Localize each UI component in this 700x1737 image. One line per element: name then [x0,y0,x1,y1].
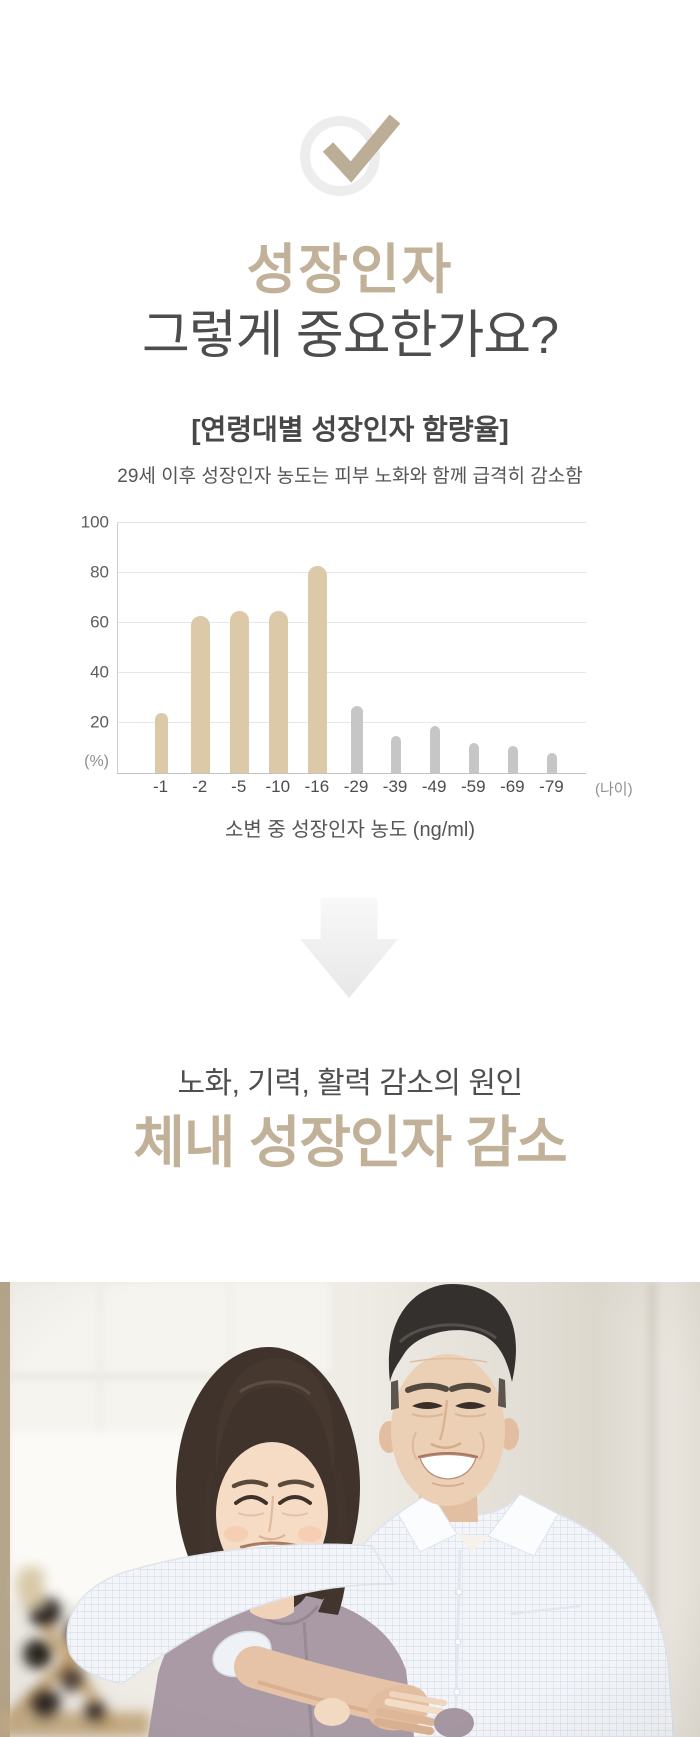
bar--1 [155,713,169,773]
x-axis-tick: -5 [231,777,247,796]
check-icon [290,103,410,199]
plot-area [117,522,586,774]
y-axis-tick: 60 [90,612,109,632]
y-axis-tick: 20 [90,712,109,732]
bar--5 [230,610,250,773]
x-axis-tick: -10 [265,777,291,796]
x-axis-tick: -16 [304,777,330,796]
x-axis-tick: -39 [382,777,408,796]
page-title: 성장인자 [246,240,454,300]
x-axis: -1 -2 -5 -10 -16 -29 -39 -49 -59 -69 -79 [117,775,585,799]
bar--49 [430,725,441,773]
y-axis-tick: 100 [80,512,109,532]
y-axis-unit: (%) [84,753,109,770]
page-subtitle: 그렇게 중요한가요? [141,307,559,365]
bar--16 [308,565,328,773]
x-axis-tick: -49 [421,777,447,796]
x-axis-tick: -79 [539,777,564,796]
bar--2 [191,615,211,773]
bar--10 [269,610,289,773]
conclusion-headline: 체내 성장인자 감소 [133,1111,567,1174]
y-axis: (%) 20 40 60 80 100 [63,514,109,772]
x-axis-unit: (나이) [595,781,633,798]
bar--59 [469,743,480,773]
chart-title: [연령대별 성장인자 함량율] [191,414,509,445]
x-axis-tick: -59 [460,777,486,796]
x-axis-tick: -2 [192,777,208,796]
photo-couple [0,1282,700,1737]
x-axis-tick: -69 [500,777,525,796]
check-mark [322,114,401,183]
bar-chart: (%) 20 40 60 80 100 -1 -2 -5 -10 -16 -29 -39 -49 -59… [63,514,637,800]
x-axis-tick: -1 [152,777,169,796]
y-axis-tick: 40 [90,662,109,682]
down-arrow-icon [300,898,398,998]
bar--69 [508,745,519,773]
chart-description: 29세 이후 성장인자 농도는 피부 노화와 함께 급격히 감소함 [117,466,583,487]
bar--39 [391,735,402,773]
y-axis-tick: 80 [90,562,109,582]
conclusion-cause: 노화, 기력, 활력 감소의 원인 [177,1067,523,1100]
gridline [118,672,586,673]
x-axis-tick: -29 [343,777,369,796]
check-ring [300,116,380,196]
gridline [118,572,586,573]
gridline [118,622,586,623]
chart-caption: 소변 중 성장인자 농도 (ng/ml) [224,819,476,841]
bar--79 [547,753,558,773]
bar--29 [351,705,363,773]
